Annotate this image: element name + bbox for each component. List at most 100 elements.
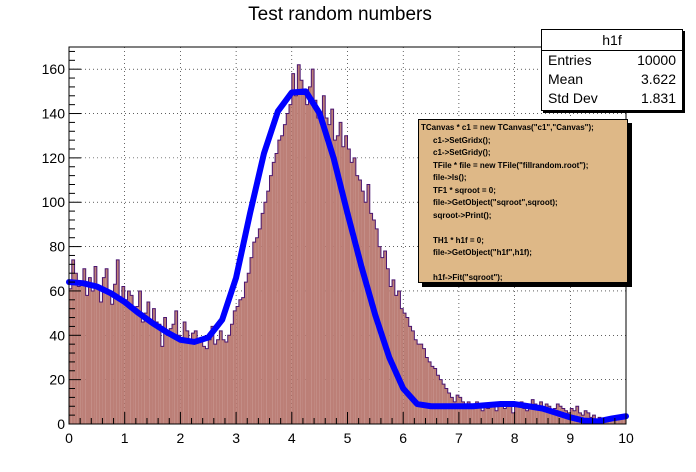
histogram-bar (94, 266, 97, 424)
histogram-bar (80, 282, 83, 424)
histogram-bar (144, 313, 147, 424)
histogram-bar (475, 401, 479, 424)
histogram-bar (522, 408, 526, 424)
histogram-bar (520, 401, 523, 424)
x-tick-label: 2 (177, 430, 185, 446)
histogram-bar (553, 408, 557, 424)
histogram-bar (472, 406, 476, 424)
histogram-bar (141, 321, 145, 424)
histogram-bar (74, 273, 78, 424)
histogram-bar (467, 401, 471, 424)
x-tick-label: 7 (455, 430, 463, 446)
histogram-bar (130, 295, 134, 424)
histogram-bar (183, 321, 186, 424)
histogram-bar (236, 306, 239, 424)
histogram-bar (180, 339, 184, 424)
histogram-bar (199, 339, 203, 424)
histogram-bar (250, 257, 253, 424)
histogram-bar (222, 339, 225, 424)
histogram-bar (539, 401, 543, 424)
histogram-bar (255, 237, 259, 424)
histogram-bar (456, 395, 459, 424)
histogram-bar (369, 213, 373, 424)
histogram-bar (286, 113, 290, 424)
y-tick-label: 40 (49, 327, 65, 343)
histogram-bar (311, 69, 315, 425)
stats-label: Entries (548, 52, 592, 68)
histogram-bar (163, 317, 167, 424)
histogram-bar (461, 401, 465, 424)
stats-row-stddev: Std Dev 1.831 (542, 89, 682, 108)
histogram-bar (149, 319, 153, 424)
stats-row-entries: Entries 10000 (542, 51, 682, 70)
histogram-bar (91, 290, 95, 424)
histogram-bar (394, 295, 398, 424)
code-note-line: TFile * file = new TFile("fillrandom.roo… (433, 160, 589, 170)
histogram-bar (283, 124, 287, 424)
histogram-bar (258, 228, 262, 424)
histogram-bar (116, 259, 120, 424)
code-note-line: file->GetObject("sqroot",sqroot); (433, 198, 558, 207)
histogram-bar (266, 191, 270, 424)
histogram-bar (414, 339, 418, 424)
fit-curve (66, 88, 629, 425)
histogram-bar (277, 140, 281, 424)
histogram-bar (431, 366, 434, 424)
x-tick-label: 1 (121, 430, 129, 446)
histogram-bar (344, 135, 348, 425)
histogram-bar (339, 122, 342, 425)
histogram-bar (110, 304, 114, 424)
histogram-bar (397, 290, 401, 424)
stats-box: h1f Entries 10000 Mean 3.622 Std Dev 1.8… (541, 29, 683, 111)
y-tick-label: 60 (49, 283, 65, 299)
histogram-bar (155, 321, 159, 424)
histogram-bar (238, 299, 242, 424)
histogram-bar (272, 162, 276, 425)
histogram-bar (495, 410, 498, 424)
histogram-bar (525, 410, 529, 424)
histogram-bar (138, 290, 142, 424)
histogram-bar (263, 202, 267, 424)
histogram-bar (400, 308, 404, 424)
histogram-bar (107, 290, 111, 424)
histogram-bar (506, 404, 510, 424)
histogram-bar (364, 202, 367, 424)
histogram-bar (294, 95, 298, 424)
histogram-bar (548, 406, 551, 424)
histogram-bar (158, 324, 161, 424)
histogram-bar (314, 100, 317, 425)
histogram-bar (261, 213, 264, 424)
histogram-bar (408, 326, 412, 424)
x-tick-label: 10 (618, 430, 634, 446)
histogram-bar (269, 175, 273, 424)
histogram-bar (536, 406, 540, 424)
histogram-bar (233, 310, 237, 424)
histogram-bar (202, 346, 206, 424)
histogram-bar (71, 259, 75, 424)
histogram-bar (425, 357, 429, 424)
histogram-bar (492, 404, 496, 424)
y-tick-label: 140 (42, 106, 66, 122)
histogram-bar (550, 410, 554, 424)
histogram-bar (305, 104, 309, 425)
histogram-bar (291, 73, 295, 425)
histogram-bar (353, 157, 356, 424)
x-tick-label: 6 (399, 430, 407, 446)
code-note-line: file->ls(); (433, 173, 467, 182)
histogram-bar (172, 324, 175, 424)
code-note-line: TH1 * h1f = 0; (433, 235, 484, 245)
histogram-bar (152, 308, 156, 424)
histogram-bar (545, 404, 549, 424)
histogram-bar (361, 191, 365, 424)
histogram-bar (325, 117, 329, 424)
chart-title: Test random numbers (248, 4, 432, 25)
code-note-line: file->GetObject("h1f",h1f); (433, 248, 532, 257)
histogram-bar (372, 219, 376, 424)
histogram-bar (584, 410, 588, 424)
code-note-line: c1->SetGridy(); (433, 148, 491, 157)
histogram-bar (99, 302, 103, 424)
histogram-bar (531, 399, 535, 424)
histogram-bar (511, 412, 515, 424)
histogram-bar (575, 406, 579, 424)
stats-row-mean: Mean 3.622 (542, 70, 682, 89)
